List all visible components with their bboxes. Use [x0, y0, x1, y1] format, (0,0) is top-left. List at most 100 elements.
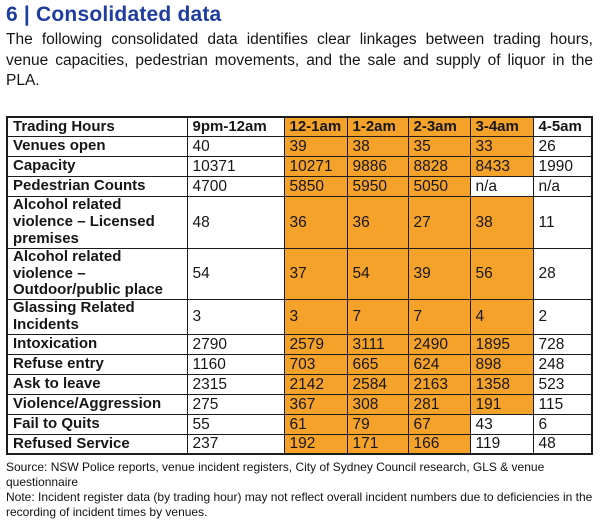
column-header-4-5am: 4-5am — [532, 116, 593, 138]
data-cell: 4 — [469, 299, 534, 335]
data-cell: 281 — [407, 393, 471, 415]
data-cell: 1895 — [469, 333, 534, 355]
data-cell: 3 — [283, 299, 348, 335]
data-cell: 5050 — [407, 176, 471, 198]
data-cell: 5850 — [283, 176, 348, 198]
row-label: Ask to leave — [6, 373, 188, 395]
row-label: Capacity — [6, 156, 188, 178]
data-cell: 54 — [346, 247, 409, 301]
data-cell: 192 — [283, 433, 348, 455]
data-cell: 3 — [186, 299, 285, 335]
column-header-trading-hours: Trading Hours — [6, 116, 188, 138]
table-body: Venues open 40 39 38 35 33 26 Capacity 10371 1027… — [6, 136, 593, 455]
data-cell: 8828 — [407, 156, 471, 178]
table-row: Capacity 10371 10271 9886 8828 8433 1990 — [6, 156, 593, 178]
data-cell: 2 — [532, 299, 593, 335]
data-cell: 38 — [469, 196, 534, 249]
data-cell: 2790 — [186, 333, 285, 355]
column-header-12-1am: 12-1am — [283, 116, 348, 138]
data-cell: 9886 — [346, 156, 409, 178]
table-row: Alcohol related violence – Licensed prem… — [6, 196, 593, 249]
row-label: Pedestrian Counts — [6, 176, 188, 198]
data-cell: 26 — [532, 136, 593, 158]
row-label: Glassing Related Incidents — [6, 299, 188, 335]
data-cell: 43 — [469, 413, 534, 435]
data-cell: 624 — [407, 353, 471, 375]
data-cell: 171 — [346, 433, 409, 455]
column-header-3-4am: 3-4am — [469, 116, 534, 138]
data-cell: 665 — [346, 353, 409, 375]
data-cell: 8433 — [469, 156, 534, 178]
data-cell: 37 — [283, 247, 348, 301]
data-cell: 79 — [346, 413, 409, 435]
table-row: Violence/Aggression 275 367 308 281 191 115 — [6, 393, 593, 415]
data-cell: 10271 — [283, 156, 348, 178]
data-cell: 35 — [407, 136, 471, 158]
data-cell: 11 — [532, 196, 593, 249]
data-cell: 6 — [532, 413, 593, 435]
data-cell: 40 — [186, 136, 285, 158]
row-label: Intoxication — [6, 333, 188, 355]
data-cell: 27 — [407, 196, 471, 249]
data-cell: 48 — [186, 196, 285, 249]
data-cell: 61 — [283, 413, 348, 435]
data-cell: 54 — [186, 247, 285, 301]
data-cell: 55 — [186, 413, 285, 435]
data-cell: 367 — [283, 393, 348, 415]
table-row: Intoxication 2790 2579 3111 2490 1895 728 — [6, 333, 593, 355]
data-cell: n/a — [469, 176, 534, 198]
data-cell: 898 — [469, 353, 534, 375]
consolidated-data-table: Trading Hours 9pm-12am 12-1am 1-2am 2-3am 3-4… — [6, 115, 593, 456]
page-title: 6 | Consolidated data — [6, 3, 222, 26]
data-cell: 2490 — [407, 333, 471, 355]
data-cell: 237 — [186, 433, 285, 455]
data-cell: 166 — [407, 433, 471, 455]
table-row: Ask to leave 2315 2142 2584 2163 1358 523 — [6, 373, 593, 395]
data-cell: 7 — [407, 299, 471, 335]
data-cell: 33 — [469, 136, 534, 158]
row-label: Refused Service — [6, 433, 188, 455]
table-row: Glassing Related Incidents 3 3 7 7 4 2 — [6, 299, 593, 335]
data-cell: 4700 — [186, 176, 285, 198]
data-cell: 2142 — [283, 373, 348, 395]
data-cell: 38 — [346, 136, 409, 158]
row-label: Violence/Aggression — [6, 393, 188, 415]
data-cell: 28 — [532, 247, 593, 301]
column-header-1-2am: 1-2am — [346, 116, 409, 138]
data-cell: 48 — [532, 433, 593, 455]
data-cell: 1160 — [186, 353, 285, 375]
data-cell: 7 — [346, 299, 409, 335]
intro-paragraph: The following consolidated data identifi… — [6, 31, 593, 90]
row-label: Alcohol related violence – Outdoor/publi… — [6, 247, 188, 301]
table-row: Alcohol related violence – Outdoor/publi… — [6, 247, 593, 301]
table-row: Fail to Quits 55 61 79 67 43 6 — [6, 413, 593, 435]
data-cell: 67 — [407, 413, 471, 435]
data-cell: 56 — [469, 247, 534, 301]
data-cell: 703 — [283, 353, 348, 375]
data-cell: 248 — [532, 353, 593, 375]
column-header-9pm-12am: 9pm-12am — [186, 116, 285, 138]
data-cell: 728 — [532, 333, 593, 355]
data-cell: 119 — [469, 433, 534, 455]
data-cell: 3111 — [346, 333, 409, 355]
data-cell: 2163 — [407, 373, 471, 395]
data-cell: 39 — [283, 136, 348, 158]
row-label: Fail to Quits — [6, 413, 188, 435]
incident-note: Note: Incident register data (by trading… — [6, 489, 593, 519]
data-cell: 36 — [283, 196, 348, 249]
data-cell: 1990 — [532, 156, 593, 178]
table-row: Refused Service 237 192 171 166 119 48 — [6, 433, 593, 455]
data-cell: 39 — [407, 247, 471, 301]
footnotes: Source: NSW Police reports, venue incide… — [6, 460, 598, 520]
data-cell: 523 — [532, 373, 593, 395]
data-cell: 1358 — [469, 373, 534, 395]
data-cell: 191 — [469, 393, 534, 415]
row-label: Venues open — [6, 136, 188, 158]
header-row: Trading Hours 9pm-12am 12-1am 1-2am 2-3am 3-4… — [6, 116, 593, 138]
data-cell: 5950 — [346, 176, 409, 198]
data-cell: 36 — [346, 196, 409, 249]
data-cell: n/a — [532, 176, 593, 198]
data-cell: 115 — [532, 393, 593, 415]
table-row: Pedestrian Counts 4700 5850 5950 5050 n/a n/a — [6, 176, 593, 198]
